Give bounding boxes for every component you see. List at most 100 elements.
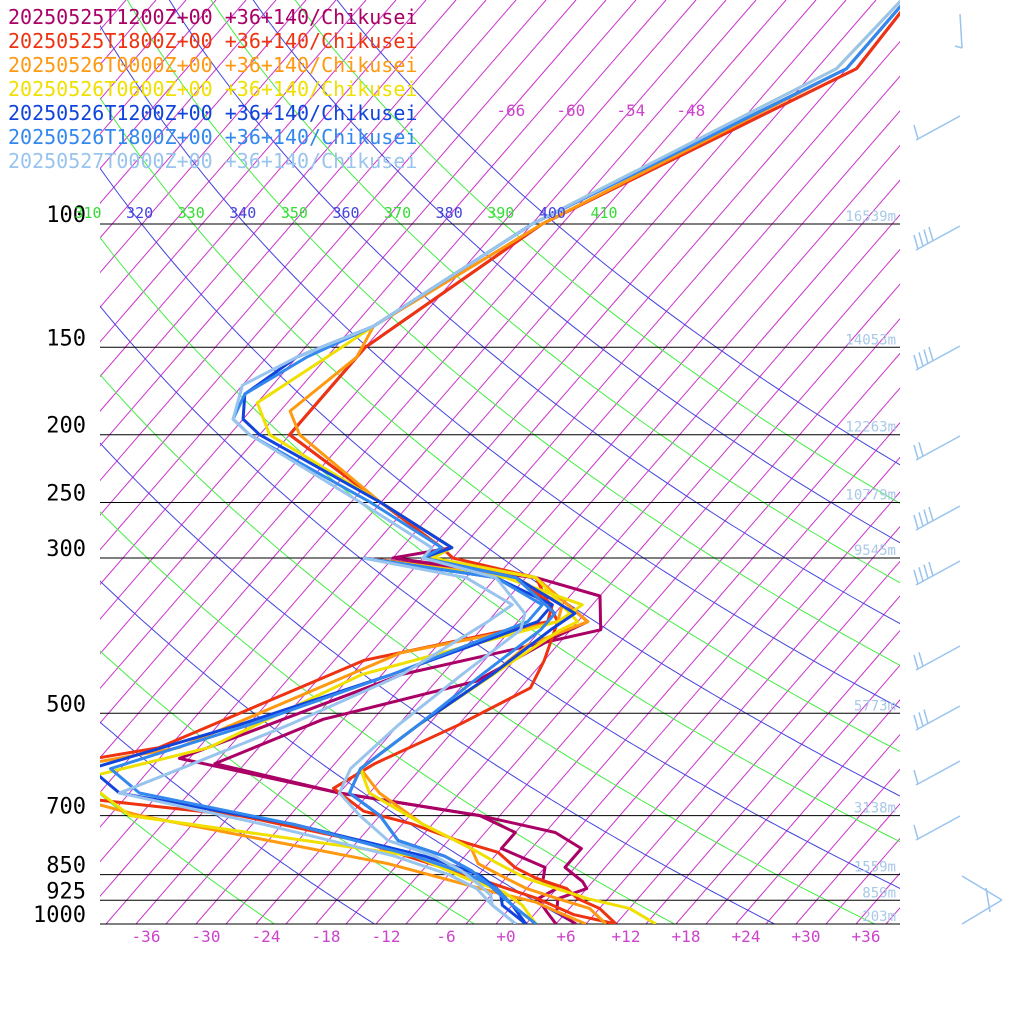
isotherm-line [100, 0, 427, 378]
isotherm-line [100, 0, 337, 274]
isotherm-line [675, 664, 900, 924]
wind-barb [961, 875, 1003, 925]
isotherm-line [465, 421, 900, 924]
isotherm-line [285, 214, 900, 924]
height-label: 12263m [845, 420, 896, 436]
temperature-line [288, 4, 900, 924]
temperature-tick-label: +12 [612, 927, 641, 946]
legend-entry: 20250525T1200Z+00 +36+140/Chikusei [8, 5, 417, 29]
theta-line [100, 721, 375, 924]
isotherm-line [100, 0, 487, 447]
theta-label: 360 [332, 204, 359, 222]
temperature-tick-label: +36 [852, 927, 881, 946]
legend-entry: 20250525T1800Z+00 +36+140/Chikusei [8, 29, 417, 53]
isotherm-line [255, 179, 900, 924]
theta-line [100, 650, 475, 924]
isotherm-line [375, 318, 900, 924]
theta-line [100, 793, 275, 924]
isotherm-line [555, 525, 900, 924]
theta-line [100, 511, 675, 924]
isotherm-line [100, 0, 637, 620]
upper-temperature-label: -48 [676, 101, 705, 120]
isotherm-line [345, 283, 900, 924]
wind-barb-flag [918, 567, 924, 582]
isotherm-line [100, 0, 667, 655]
pressure-label: 850 [46, 854, 86, 879]
isotherm-line [100, 0, 757, 759]
temperature-tick-label: +30 [792, 927, 821, 946]
wind-barb-staff [915, 815, 961, 841]
wind-barb-flag [923, 509, 929, 524]
dewpoint-line [177, 556, 603, 924]
wind-barb-flag [913, 569, 919, 585]
height-label: 14053m [845, 332, 896, 348]
dewpoint-line [100, 556, 584, 924]
wind-barb-flag [928, 226, 934, 242]
theta-label: 320 [126, 204, 153, 222]
wind-barb [954, 45, 963, 49]
wind-barb-flag [913, 769, 919, 785]
temperature-tick-label: +24 [732, 927, 761, 946]
temperature-line [231, 4, 900, 924]
temperature-tick-label: -24 [252, 927, 281, 946]
temperature-line [288, 10, 900, 924]
wind-barb [913, 760, 961, 786]
isotherm-line [100, 0, 517, 482]
wind-barb-flag [928, 506, 934, 522]
height-label: 16539m [845, 209, 896, 225]
temperature-tick-label: +6 [556, 927, 575, 946]
height-label: 203m [862, 909, 896, 925]
isotherm-line [100, 0, 277, 205]
wind-barb-staff [915, 115, 961, 141]
wind-barb-flag [918, 712, 924, 727]
wind-barb-flag [913, 444, 919, 460]
temperature-tick-label: -6 [436, 927, 455, 946]
wind-barbs [913, 13, 1003, 925]
theta-label: 350 [281, 204, 308, 222]
isotherm-line [735, 733, 900, 924]
isotherm-line [615, 595, 900, 924]
wind-barb-staff [961, 875, 1003, 901]
isotherm-line [495, 456, 900, 924]
temperature-tick-label: -30 [192, 927, 221, 946]
wind-barb [913, 435, 961, 461]
temperature-tick-label: -36 [132, 927, 161, 946]
theta-label: 400 [539, 204, 566, 222]
wind-barb-flag [923, 709, 929, 724]
wind-barb-flag [918, 352, 924, 367]
height-label: 859m [862, 885, 896, 901]
isotherm-line [100, 0, 547, 516]
height-label: 1559m [854, 860, 896, 876]
theta-line [100, 442, 775, 924]
temperature-line [231, 0, 900, 924]
pressure-label: 500 [46, 692, 86, 717]
legend-entry: 20250526T0000Z+00 +36+140/Chikusei [8, 53, 417, 77]
wind-barb-flag [928, 346, 934, 362]
wind-barb-staff [961, 899, 1003, 925]
wind-barb [913, 345, 961, 371]
legend-entry: 20250526T1200Z+00 +36+140/Chikusei [8, 101, 417, 125]
isotherm-line [100, 0, 397, 343]
theta-label: 390 [487, 204, 514, 222]
wind-barb-staff [915, 760, 961, 786]
isotherm-line [435, 387, 900, 924]
isotherm-line [100, 0, 307, 239]
upper-temperature-labels: -66 -60 -54 -48 [496, 101, 705, 120]
temperature-tick-label: +0 [496, 927, 515, 946]
upper-temperature-label: -60 [556, 101, 585, 120]
wind-barb-flag [913, 354, 919, 370]
temperature-tick-label: -12 [372, 927, 401, 946]
theta-label: 380 [436, 204, 463, 222]
pressure-label: 100 [46, 203, 86, 228]
dewpoint-line [117, 556, 517, 924]
pressure-label: 700 [46, 795, 86, 820]
wind-barb [913, 225, 961, 251]
height-label: 3138m [854, 801, 896, 817]
isotherm-line [0, 0, 6, 924]
pressure-label: 300 [46, 537, 86, 562]
wind-barb-flag [913, 824, 919, 840]
wind-barb-flag [918, 652, 924, 667]
wind-barb-flag [913, 234, 919, 250]
wind-barb-flag [923, 349, 929, 364]
upper-temperature-label: -66 [496, 101, 525, 120]
